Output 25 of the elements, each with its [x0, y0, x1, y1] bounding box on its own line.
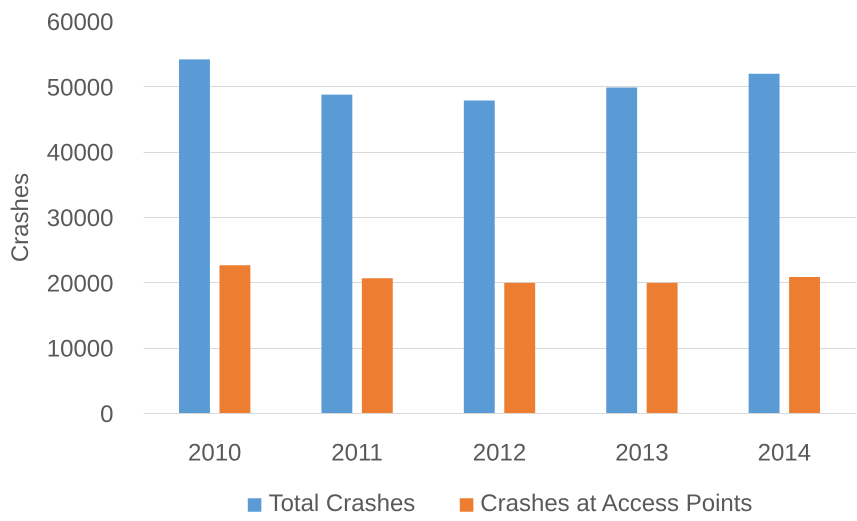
x-tick-label: 2011 [331, 440, 383, 466]
bar [606, 87, 638, 414]
bar [646, 282, 678, 414]
y-tick-label: 40000 [46, 140, 114, 167]
bar [504, 282, 536, 414]
bar [748, 74, 780, 414]
bar [362, 278, 393, 414]
x-tick-label: 2012 [472, 440, 526, 466]
y-tick-label: 50000 [46, 74, 114, 102]
legend-label: Total Crashes [268, 490, 416, 518]
bar [789, 276, 820, 414]
y-tick-label: 0 [100, 401, 114, 428]
bar [219, 265, 250, 414]
y-axis-title: Crashes [6, 172, 34, 262]
y-tick-label: 30000 [46, 205, 114, 232]
x-tick-label: 2013 [615, 440, 669, 466]
x-tick-label: 2010 [188, 440, 242, 466]
y-tick-label: 20000 [46, 270, 114, 298]
legend-label: Crashes at Access Points [480, 490, 752, 518]
x-tick-label: 2014 [758, 440, 811, 466]
y-tick-label: 10000 [46, 336, 114, 363]
bar [464, 100, 495, 414]
bar [179, 59, 210, 414]
bar [321, 94, 352, 414]
y-tick-label: 60000 [46, 9, 114, 36]
